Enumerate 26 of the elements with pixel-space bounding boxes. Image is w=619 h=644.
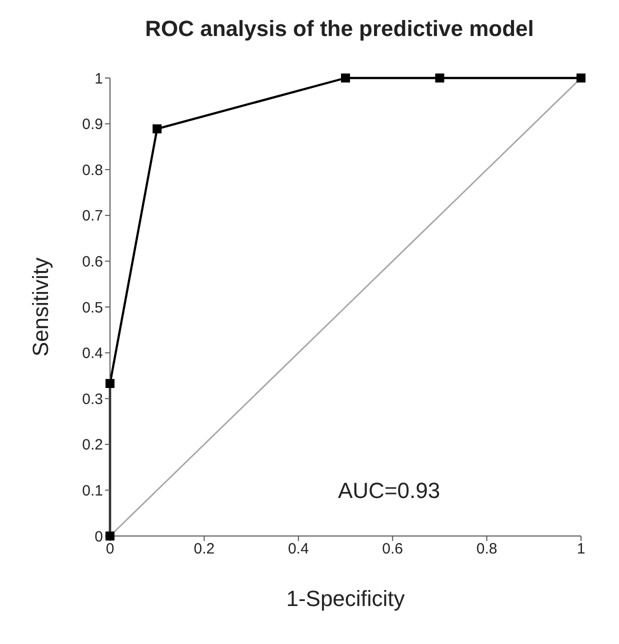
point [341,74,350,82]
x-tick-label: 0.6 [382,540,404,558]
y-tick-label: 0.6 [82,254,103,271]
x-axis-title: 1-Specificity [286,586,405,611]
x-tick-label: 1 [576,540,586,558]
y-tick-label: 0.4 [82,345,103,362]
y-tick-label: 0.5 [82,299,103,316]
y-tick-label: 0.8 [82,162,103,179]
point [152,124,162,134]
point [106,378,114,388]
y-axis-title: Sensitivity [28,257,53,357]
y-tick-label: 0.9 [82,116,103,134]
y-tick-label: 0.3 [82,390,103,408]
point [435,74,444,82]
y-tick-label: 1 [94,70,103,88]
y-tick-label: 0.1 [82,482,103,500]
y-tick-label: 0.7 [82,208,103,225]
x-tick-label: 0.4 [288,540,309,558]
annotation: AUC=0.93 [338,478,440,504]
point [576,74,586,82]
x-tick-label: 0.8 [476,540,498,558]
x-tick-label: 0 [106,540,114,558]
y-tick-label: 0 [94,528,103,546]
x-tick-label: 0.2 [194,540,215,558]
chart-title: ROC analysis of the predictive model [144,15,535,43]
y-tick-label: 0.2 [82,436,103,454]
